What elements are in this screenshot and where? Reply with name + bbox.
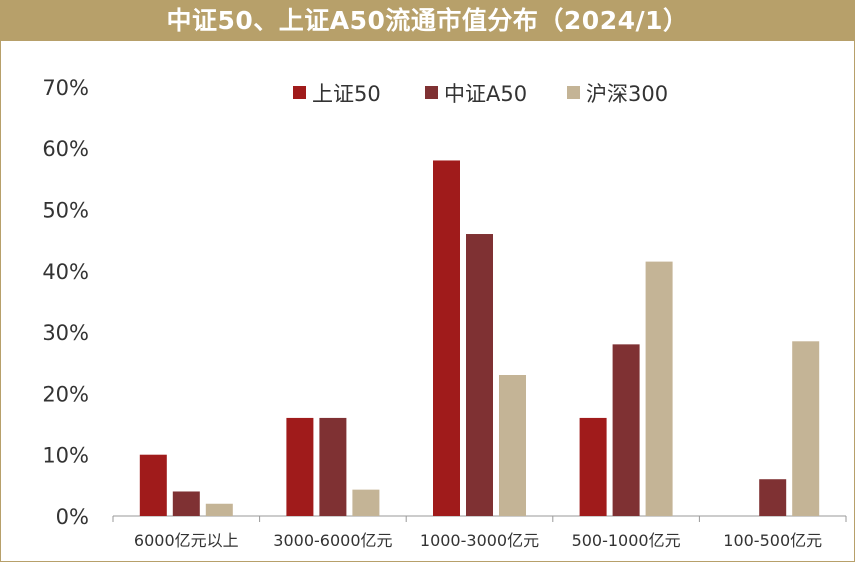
x-tick-label: 100-500亿元	[723, 531, 822, 550]
bar	[759, 479, 787, 516]
bar	[205, 503, 233, 516]
legend-label: 沪深300	[586, 82, 668, 106]
legend-label: 中证A50	[444, 82, 527, 106]
y-tick-label: 30%	[42, 321, 89, 345]
bar	[466, 234, 493, 516]
x-tick-label: 6000亿元以上	[134, 531, 239, 550]
y-tick-label: 10%	[42, 444, 89, 468]
bar	[352, 489, 380, 516]
bar	[286, 417, 314, 516]
bar	[645, 261, 673, 516]
x-tick-label: 500-1000亿元	[572, 531, 681, 550]
legend-swatch	[425, 86, 438, 99]
bar	[792, 341, 820, 516]
bar	[319, 417, 347, 516]
y-tick-label: 0%	[56, 505, 89, 529]
bar	[579, 417, 607, 516]
y-tick-label: 70%	[42, 76, 89, 100]
chart-title: 中证50、上证A50流通市值分布（2024/1）	[1, 1, 854, 41]
x-tick-label: 1000-3000亿元	[420, 531, 539, 550]
legend-label: 上证50	[312, 82, 381, 106]
y-tick-label: 50%	[42, 199, 89, 223]
x-tick-label: 3000-6000亿元	[273, 531, 392, 550]
bar	[612, 344, 640, 516]
bar	[172, 491, 200, 516]
y-tick-label: 20%	[42, 382, 89, 406]
bar	[139, 454, 167, 516]
bar-chart: 0% 10% 20% 30% 40% 50% 60% 70% 6000亿元以上 3000-6000…	[42, 76, 847, 550]
bar	[433, 160, 460, 516]
y-tick-label: 60%	[42, 137, 89, 161]
legend-swatch	[293, 86, 306, 99]
legend-swatch	[567, 86, 580, 99]
bar	[499, 375, 526, 516]
y-tick-label: 40%	[42, 260, 89, 284]
